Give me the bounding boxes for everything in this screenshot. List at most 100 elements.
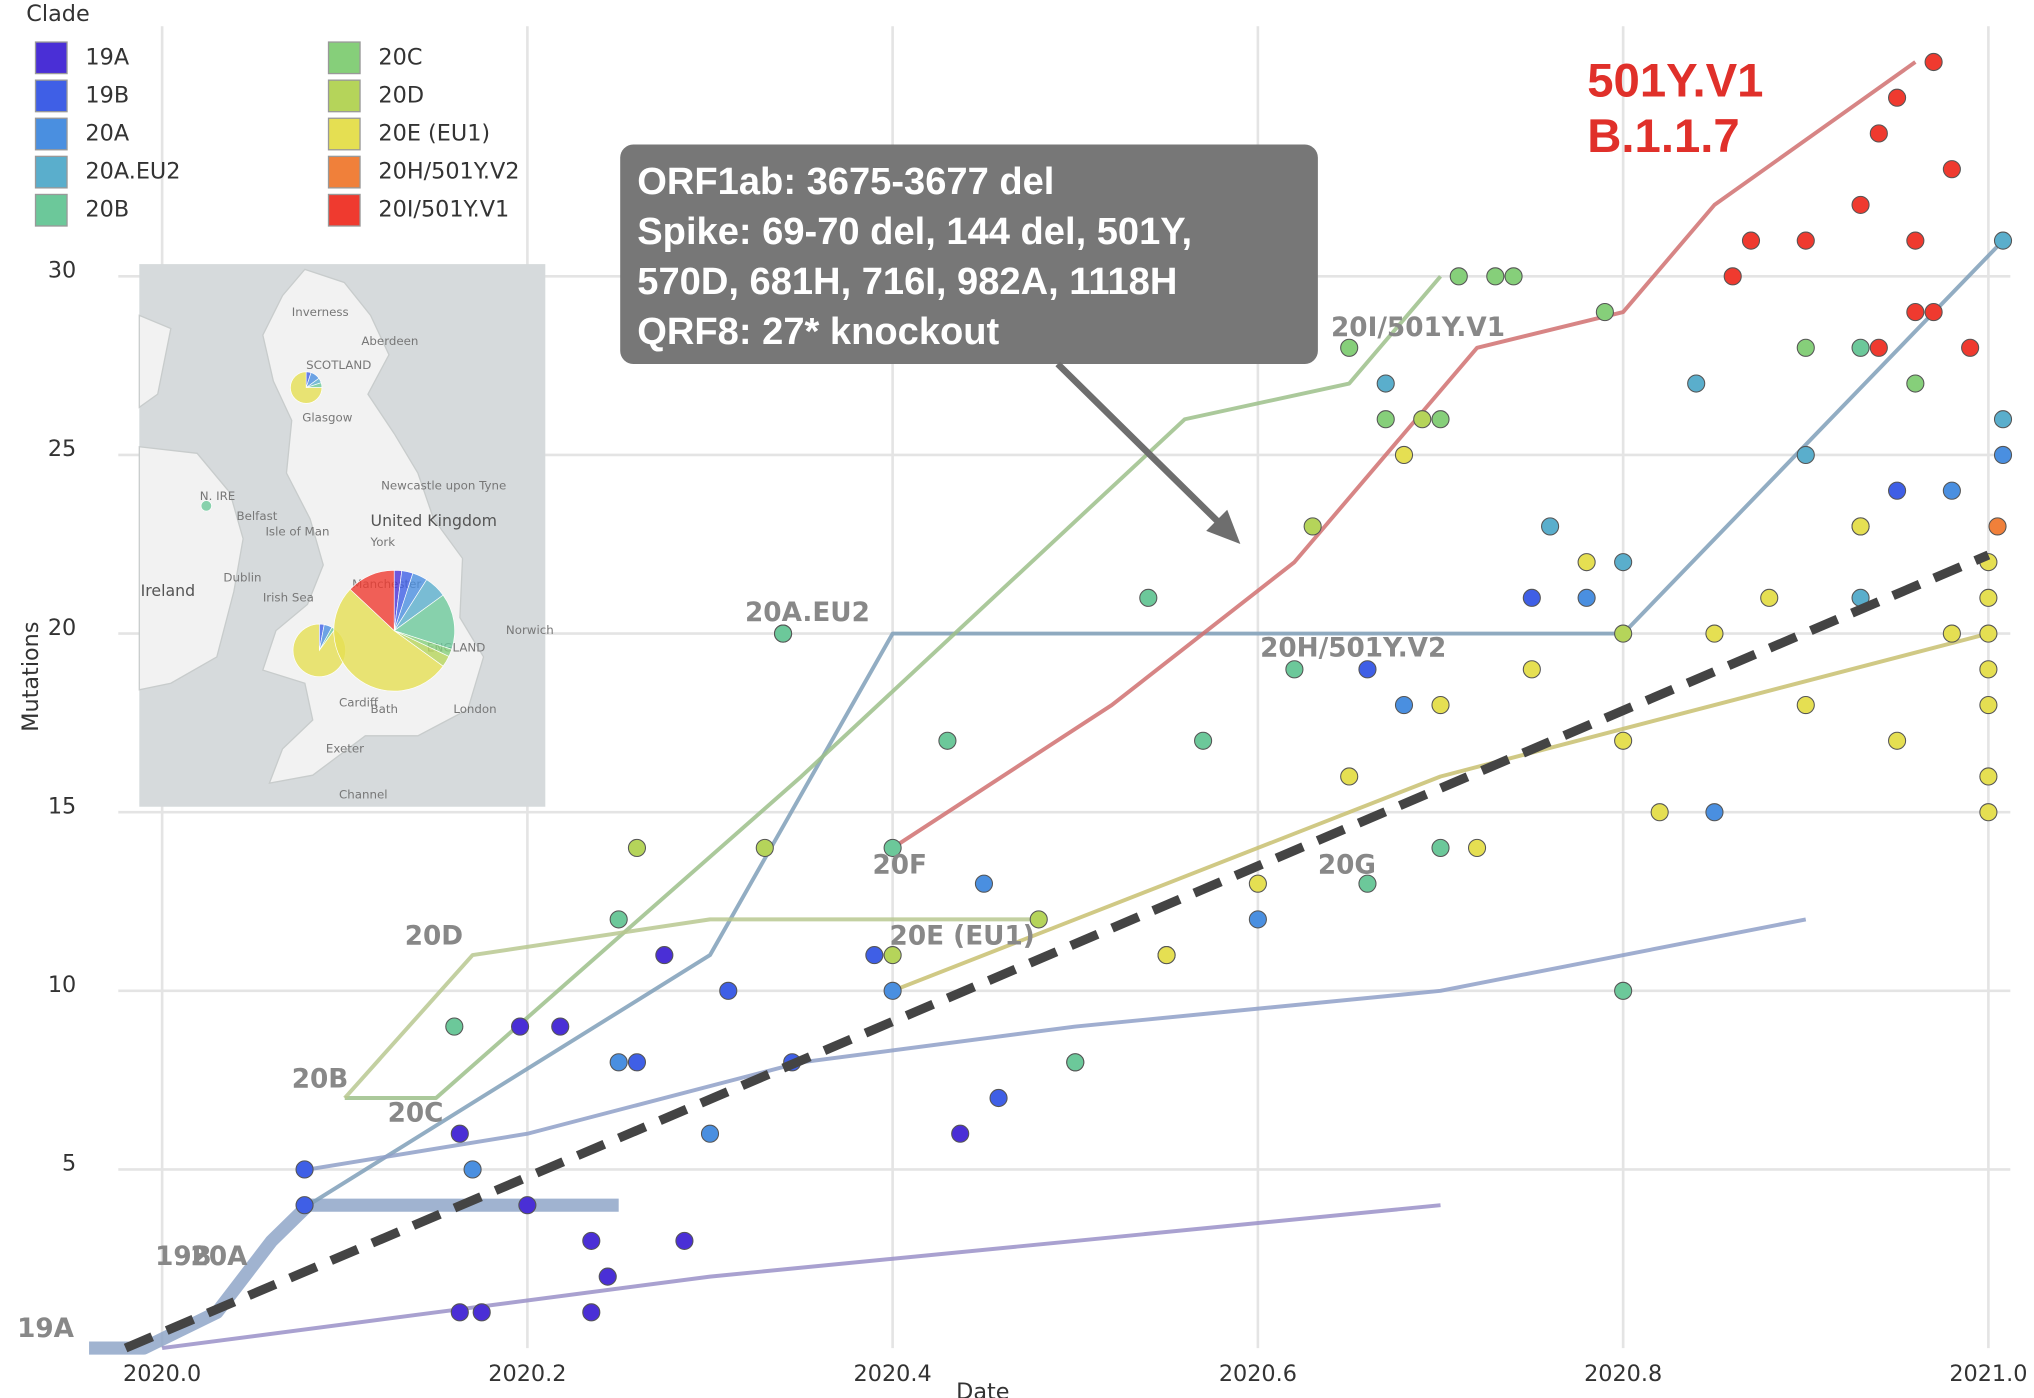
data-point: [1705, 803, 1724, 822]
foreground: 5 10 15 20 25 30 2020.0 2020.2 2020.4 2020.6 2020.…: [17, 55, 2027, 1387]
legend-swatch: [327, 155, 361, 189]
data-point: [1851, 517, 1870, 536]
data-point: [609, 1053, 628, 1072]
y-tick-label: 25: [48, 436, 76, 462]
data-point: [609, 910, 628, 929]
callout: ORF1ab: 3675-3677 del Spike: 69-70 del, 1…: [620, 144, 1318, 544]
data-point: [1979, 588, 1998, 607]
data-point: [1979, 695, 1998, 715]
data-point: [1796, 695, 1815, 715]
data-point: [1614, 624, 1633, 643]
map-label: Bath: [371, 702, 398, 716]
legend-swatch: [327, 193, 361, 227]
data-point: [1376, 410, 1395, 429]
branch: [307, 917, 1807, 1172]
x-tick-label: 2020.8: [1584, 1361, 1662, 1387]
data-point: [1431, 410, 1450, 429]
data-point: [883, 981, 902, 1000]
data-point: [1979, 803, 1998, 822]
data-point: [1486, 267, 1505, 286]
legend-label: 19A: [85, 44, 129, 70]
data-point: [1979, 660, 1998, 679]
data-point: [1961, 338, 1980, 357]
data-point: [1741, 231, 1761, 250]
data-point: [450, 1303, 469, 1322]
data-point: [1796, 338, 1815, 357]
clade-label: 20C: [388, 1099, 444, 1129]
legend-swatch: [327, 117, 361, 151]
data-point: [719, 981, 738, 1000]
map-label: Norwich: [506, 623, 554, 637]
map-label: Irish Sea: [263, 590, 314, 604]
data-point: [1851, 338, 1870, 357]
data-point: [773, 624, 793, 643]
data-point: [450, 1124, 469, 1143]
legend-label: 20E (EU1): [378, 121, 490, 147]
map-label: Glasgow: [302, 410, 353, 424]
data-point: [1869, 338, 1888, 357]
data-point: [1376, 374, 1395, 393]
data-point: [627, 1053, 647, 1072]
map-label: United Kingdom: [371, 511, 497, 530]
legend-swatch: [34, 155, 68, 189]
data-point: [1522, 588, 1541, 607]
legend-swatch: [327, 41, 361, 75]
clade-label: 20B: [292, 1065, 349, 1095]
callout-line: Spike: 69-70 del, 144 del, 501Y,: [637, 211, 1192, 253]
map-label: Aberdeen: [361, 334, 418, 348]
legend-label: 20H/501Y.V2: [378, 159, 519, 185]
legend-label: 19B: [85, 82, 129, 108]
data-point: [1942, 160, 1961, 179]
pie-slice: [393, 594, 455, 650]
data-point: [1066, 1053, 1085, 1072]
data-point: [1924, 303, 1943, 322]
map-label: SCOTLAND: [306, 358, 371, 372]
data-point: [582, 1231, 601, 1250]
clade-label: 20F: [872, 850, 926, 880]
y-tick-label: 30: [48, 258, 76, 284]
data-point: [598, 1267, 617, 1286]
data-point: [1285, 660, 1304, 679]
highlight-label: B.1.1.7: [1587, 110, 1740, 163]
clade-label: 20I/501Y.V1: [1331, 313, 1505, 343]
data-point: [1851, 195, 1870, 214]
data-point: [1577, 553, 1596, 572]
data-point: [974, 874, 994, 893]
trend-line: [123, 550, 1991, 1353]
data-point: [1888, 88, 1907, 107]
data-point: [1449, 267, 1468, 286]
map-label: Exeter: [326, 741, 364, 755]
data-point: [1614, 731, 1633, 750]
data-point: [551, 1017, 570, 1036]
data-point: [1906, 374, 1925, 393]
data-point: [1687, 374, 1706, 393]
data-point: [883, 946, 902, 965]
data-point: [1504, 267, 1523, 286]
map-label: Channel: [339, 787, 388, 801]
x-tick-label: 2021.0: [1949, 1361, 2027, 1387]
data-point: [1942, 481, 1961, 500]
x-tick-label: 2020.2: [488, 1361, 566, 1387]
map-inset: Inverness Aberdeen SCOTLAND Glasgow Newcastl…: [138, 264, 554, 807]
data-point: [1340, 338, 1359, 357]
map-label: Dublin: [223, 571, 261, 585]
map-label: Isle of Man: [265, 525, 329, 539]
data-point: [1906, 303, 1925, 322]
legend-swatch: [327, 79, 361, 113]
data-point: [1796, 231, 1815, 250]
data-point: [1431, 838, 1450, 857]
map-label: York: [370, 535, 396, 549]
data-point: [1467, 838, 1487, 857]
data-point: [951, 1124, 970, 1143]
branch: [891, 631, 1989, 993]
data-point: [511, 1017, 530, 1036]
clade-label: 20H/501Y.V2: [1260, 634, 1446, 664]
data-point: [1988, 517, 2007, 536]
data-point: [1979, 624, 1998, 643]
data-point: [295, 1160, 314, 1179]
clade-label: 20E (EU1): [890, 921, 1035, 951]
data-point: [1760, 588, 1779, 607]
data-point: [1358, 660, 1377, 679]
map-label: Inverness: [292, 305, 349, 319]
